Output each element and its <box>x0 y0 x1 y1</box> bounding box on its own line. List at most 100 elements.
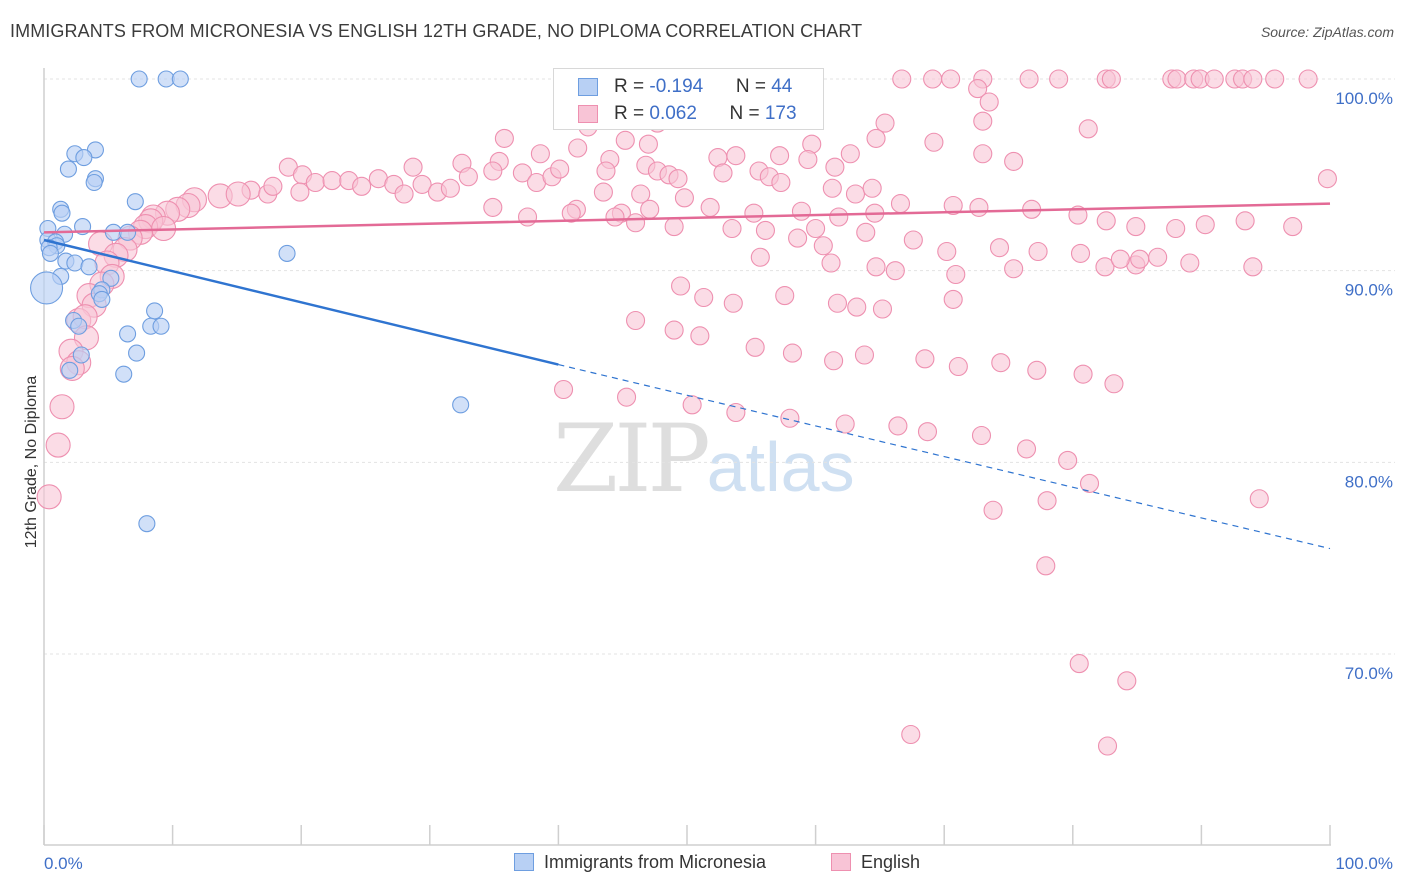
english-point <box>617 387 637 407</box>
english-trend-line <box>43 202 1331 234</box>
english-point <box>1298 69 1318 89</box>
english-point <box>829 207 849 227</box>
english-point <box>866 128 886 148</box>
english-point <box>664 217 684 237</box>
micronesia-point <box>72 346 90 364</box>
english-point <box>798 149 818 170</box>
english-point <box>847 297 867 317</box>
english-point <box>45 432 71 458</box>
english-point <box>723 293 743 313</box>
english-point <box>668 169 688 189</box>
english-point <box>352 176 372 196</box>
english-point <box>892 69 912 89</box>
r-label: R = <box>614 103 650 124</box>
english-point <box>917 422 938 442</box>
english-point <box>888 416 908 436</box>
english-point <box>1283 217 1303 237</box>
english-point <box>901 724 921 745</box>
source-label: Source: ZipAtlas.com <box>1260 24 1394 40</box>
english-point <box>903 230 923 250</box>
english-point <box>943 195 963 216</box>
micronesia-point <box>53 204 71 222</box>
stats-legend-row-english: R = 0.062 N = 173 <box>554 101 823 127</box>
english-point <box>755 220 775 240</box>
micronesia-point <box>115 365 133 383</box>
legend-item-english[interactable]: English <box>831 852 920 873</box>
english-point <box>780 408 800 428</box>
english-point <box>770 146 790 166</box>
watermark-atlas: atlas <box>706 428 855 506</box>
english-point <box>1027 360 1047 380</box>
english-point <box>1166 218 1186 239</box>
micronesia-trend-line <box>43 238 559 366</box>
english-point <box>568 138 588 158</box>
english-point <box>969 197 989 217</box>
micronesia-point <box>41 244 59 262</box>
english-point <box>862 178 882 198</box>
english-point <box>915 349 935 369</box>
english-point <box>1235 211 1255 231</box>
english-point <box>835 414 855 434</box>
y-tick-label: 70.0% <box>1345 664 1393 683</box>
n-label: N = <box>729 103 765 124</box>
micronesia-point <box>75 149 93 167</box>
legend-item-micronesia[interactable]: Immigrants from Micronesia <box>514 852 766 873</box>
watermark-zip: ZIP <box>553 405 711 514</box>
english-point <box>782 343 803 363</box>
english-point <box>745 337 765 357</box>
english-point <box>924 132 944 152</box>
english-point <box>690 326 710 346</box>
micronesia-point <box>66 254 84 272</box>
english-point <box>890 194 911 214</box>
english-point <box>713 163 733 183</box>
english-point <box>923 69 943 89</box>
micronesia-point <box>452 396 470 414</box>
english-point <box>631 184 651 204</box>
x-tick-label: 100.0% <box>1335 854 1393 873</box>
english-point <box>1195 215 1215 235</box>
english-point <box>1019 69 1039 89</box>
micronesia-point <box>171 70 189 88</box>
english-point <box>1097 736 1118 756</box>
english-point <box>700 197 720 217</box>
english-point <box>1130 249 1150 269</box>
stats-legend: R = -0.194 N = 44 R = 0.062 N = 173 <box>553 68 824 130</box>
y-tick-label: 100.0% <box>1335 89 1393 108</box>
english-point <box>263 176 283 196</box>
english-point <box>722 218 742 239</box>
english-point <box>403 157 423 177</box>
english-point <box>1073 364 1093 384</box>
english-point <box>1070 243 1091 263</box>
english-point <box>821 253 841 273</box>
english-point <box>290 182 310 202</box>
y-axis-title: 12th Grade, No Diploma <box>23 376 40 549</box>
micronesia-legend-swatch <box>514 853 534 871</box>
english-point <box>1317 169 1337 189</box>
english-point <box>615 130 635 150</box>
english-point <box>875 113 895 133</box>
watermark: ZIPatlas <box>553 405 855 514</box>
english-point <box>775 286 795 306</box>
micronesia-point <box>102 269 120 287</box>
english-point <box>1078 119 1098 139</box>
english-point <box>36 484 62 510</box>
english-point <box>561 203 581 223</box>
english-point <box>322 171 342 191</box>
english-point <box>885 261 905 281</box>
english-point <box>1180 253 1200 273</box>
micronesia-point <box>61 361 79 379</box>
english-point <box>856 222 876 242</box>
english-point <box>1148 247 1168 267</box>
english-point <box>845 184 866 204</box>
english-point <box>1095 257 1115 277</box>
micronesia-point <box>278 244 296 262</box>
english-point <box>788 228 808 248</box>
micronesia-point <box>119 223 137 241</box>
micronesia-point <box>93 290 111 308</box>
english-point <box>726 402 746 423</box>
english-swatch <box>578 105 598 123</box>
english-point <box>1110 249 1130 269</box>
english-point <box>791 201 812 221</box>
english-point <box>1117 671 1137 691</box>
